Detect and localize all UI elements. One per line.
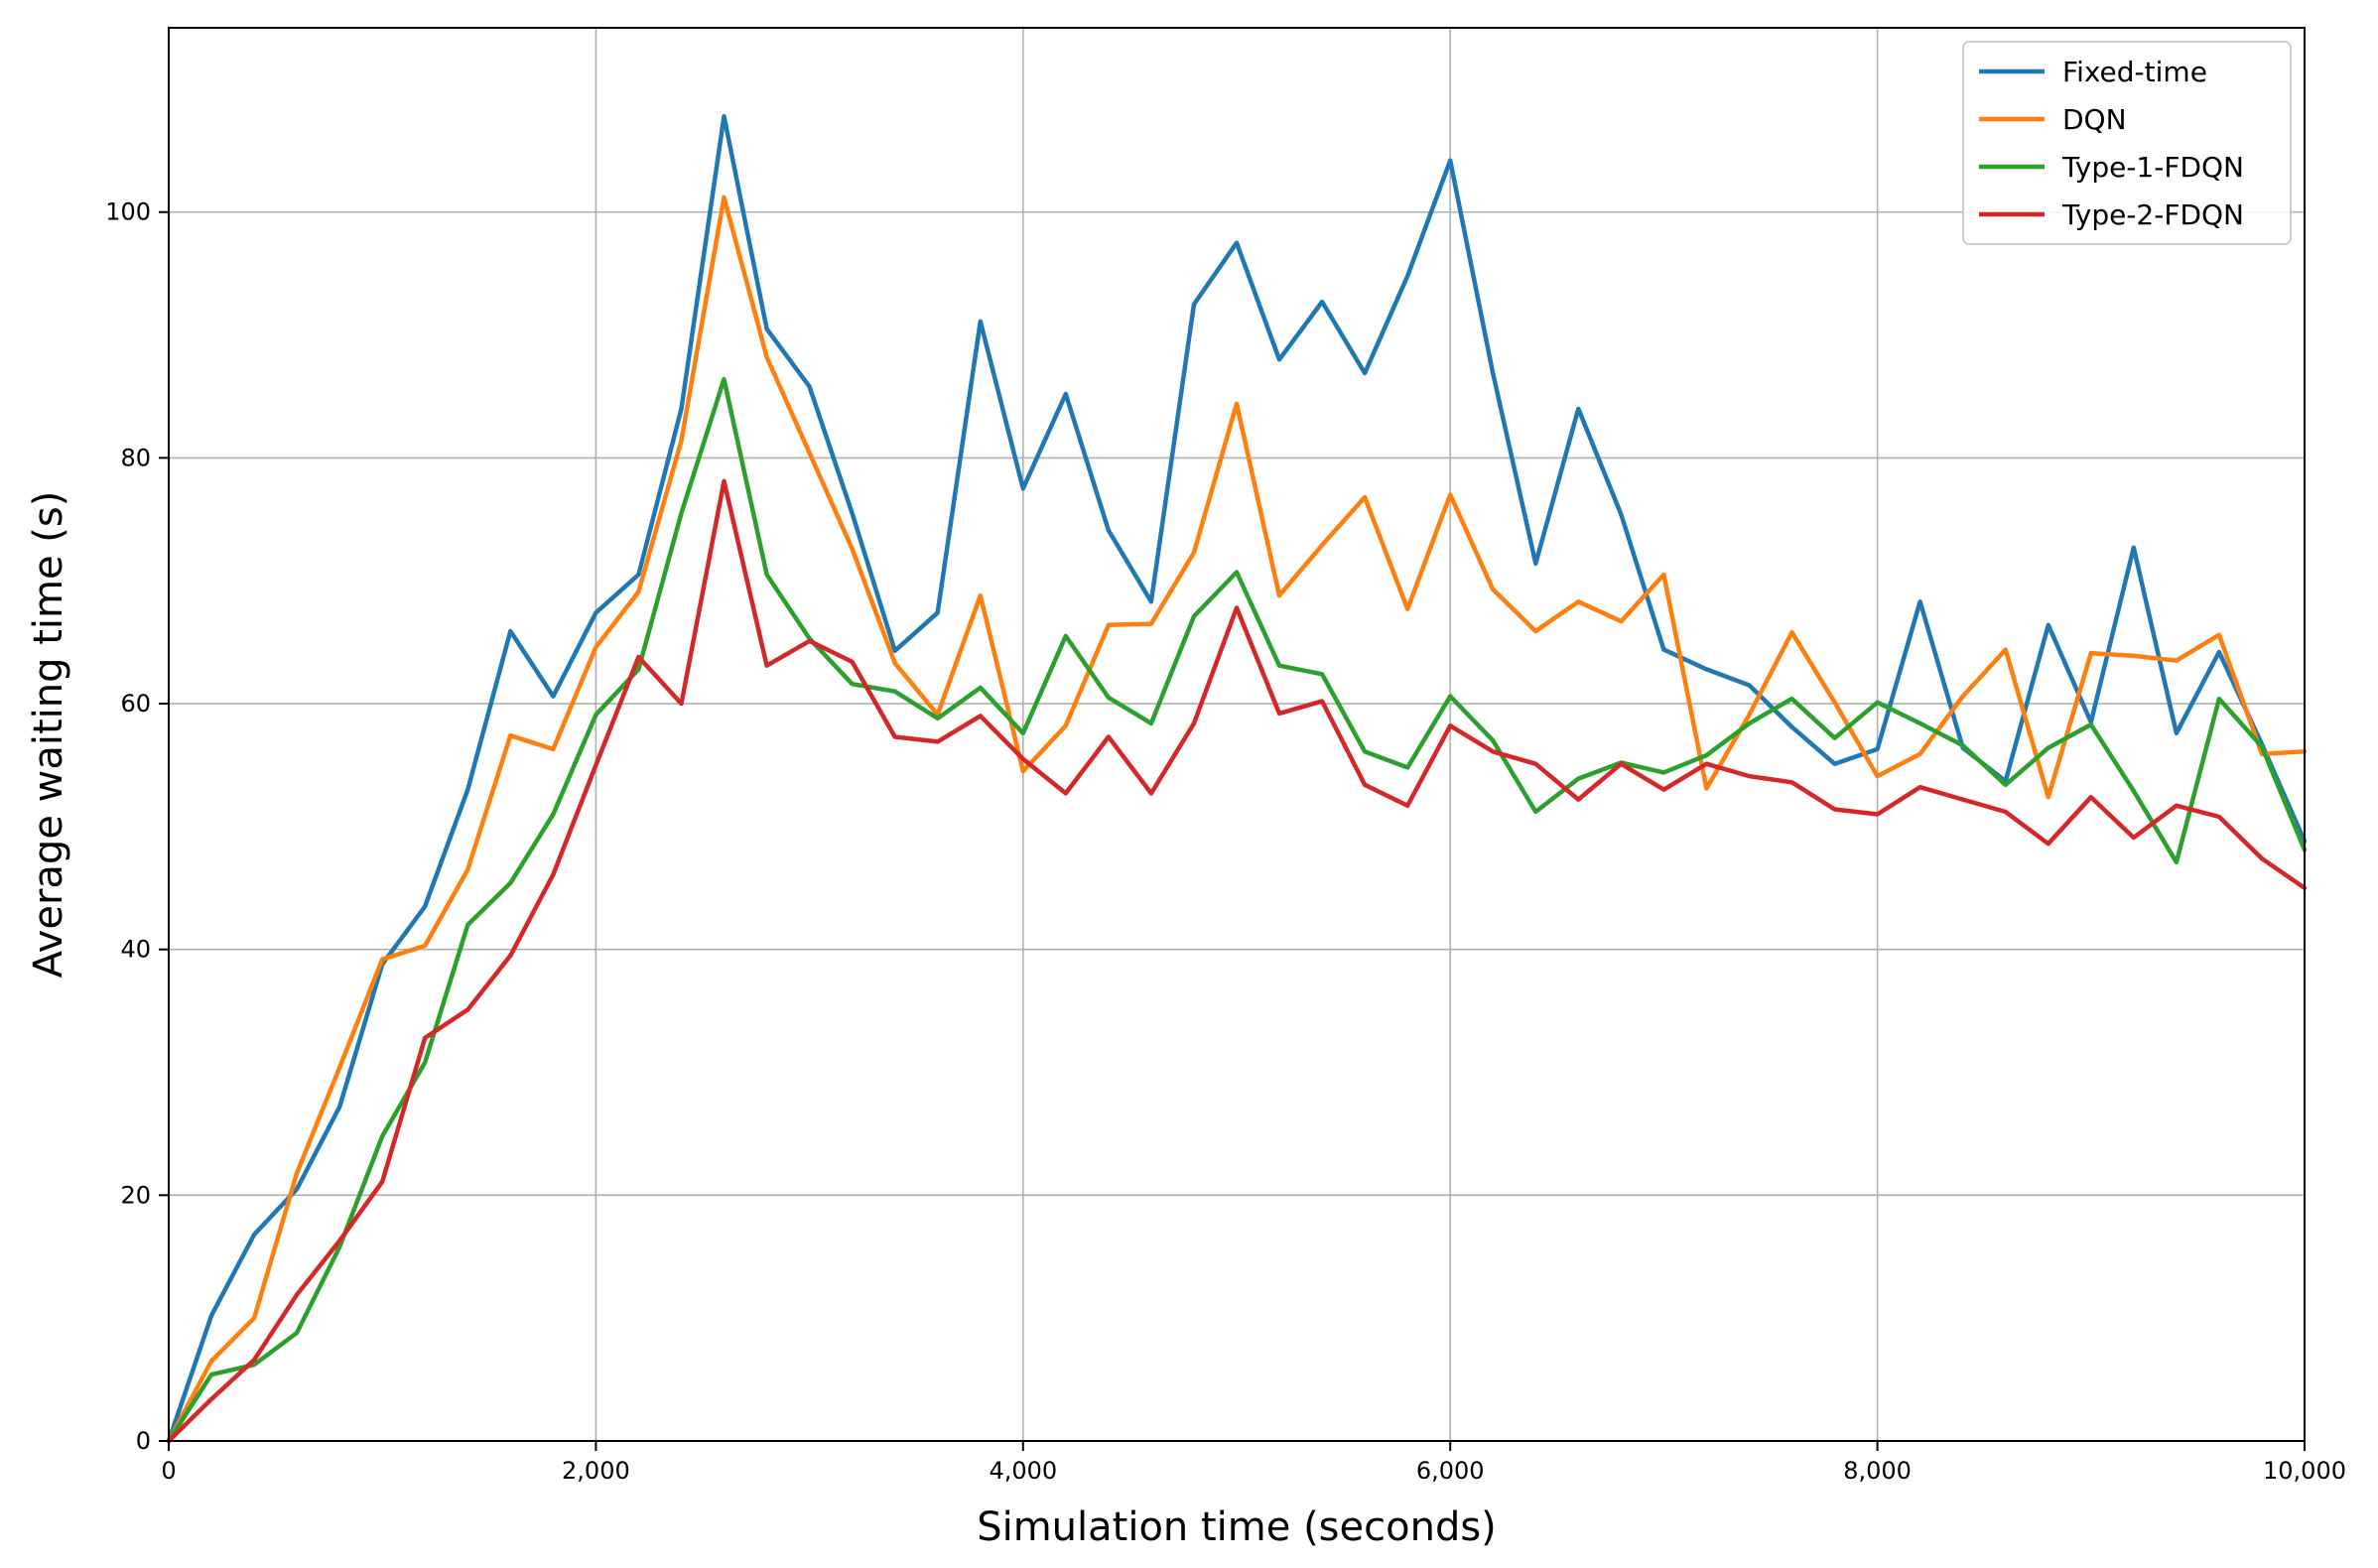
series-line-fixed-time [166,113,2308,1444]
legend-label: DQN [2062,103,2127,136]
axes [168,27,2306,1442]
y-axis-ticks: 0 20 40 60 80 100 [105,198,169,1455]
x-axis-ticks: 0 2,000 4,000 6,000 8,000 10,000 [161,1441,2346,1485]
y-tick-label: 100 [105,198,151,226]
grid [169,28,2305,1441]
x-tick-label: 8,000 [1843,1457,1912,1485]
legend-label: Type-1-FDQN [2061,151,2244,184]
y-axis-title: Average waiting time (s) [26,491,71,979]
series-lines [166,113,2308,1444]
legend-box [1962,41,2292,245]
legend-items: Fixed-time DQN Type-1-FDQN Type-2-FDQN [1979,56,2244,231]
x-tick-label: 4,000 [989,1457,1057,1485]
x-tick-label: 10,000 [2263,1457,2346,1485]
x-tick-label: 2,000 [562,1457,630,1485]
series-line-type-2-fdqn [166,478,2308,1444]
series-line-type-1-fdqn [166,376,2308,1444]
y-tick-label: 60 [120,690,151,718]
plot-frame [168,27,2306,1442]
x-tick-label: 6,000 [1416,1457,1485,1485]
x-tick-label: 0 [161,1457,176,1485]
legend-label: Fixed-time [2062,56,2207,88]
y-tick-label: 40 [120,936,151,964]
y-tick-label: 80 [120,444,151,471]
series-line-dqn [166,195,2308,1444]
legend-label: Type-2-FDQN [2061,198,2244,231]
y-tick-label: 20 [120,1181,151,1209]
legend: Fixed-time DQN Type-1-FDQN Type-2-FDQN [1962,41,2292,245]
y-tick-label: 0 [136,1427,151,1455]
x-axis-title: Simulation time (seconds) [977,1504,1497,1550]
